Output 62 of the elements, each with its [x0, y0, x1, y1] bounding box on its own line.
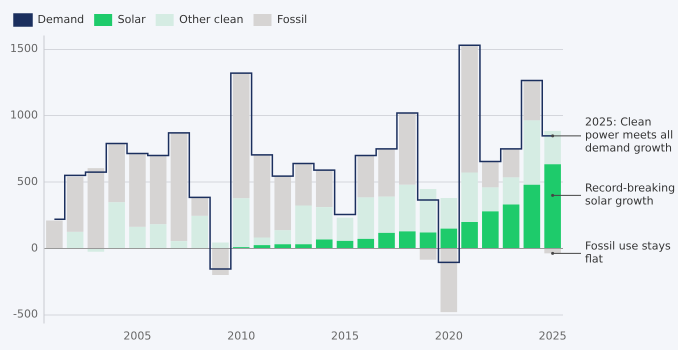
legend-label: Solar	[118, 12, 146, 26]
y-tick-label: 0	[30, 241, 38, 254]
bar	[212, 242, 229, 248]
bar	[440, 198, 458, 229]
bar	[398, 231, 416, 248]
y-tick-label: 500	[16, 174, 38, 188]
legend-label: Demand	[38, 12, 84, 26]
y-tick-label: -500	[13, 308, 38, 321]
x-tick-label: 2025	[538, 329, 567, 342]
bar	[440, 248, 458, 312]
x-tick-label: 2015	[331, 329, 360, 342]
legend-label: Fossil	[276, 12, 308, 26]
bar	[336, 218, 354, 241]
bar	[336, 240, 354, 248]
bar	[88, 248, 104, 252]
annotation: 2025: Clean power meets all demand growth	[585, 116, 674, 155]
bar	[420, 248, 436, 260]
bar	[357, 238, 374, 248]
bar	[482, 211, 499, 248]
bar	[191, 216, 208, 248]
bar	[461, 172, 478, 222]
bar	[378, 232, 395, 248]
annotation: Record-breaking solar growth	[585, 182, 676, 208]
bar	[295, 206, 312, 244]
bar	[440, 228, 458, 248]
bar	[544, 164, 561, 248]
bar	[129, 226, 146, 248]
bar	[544, 130, 561, 164]
bar	[191, 198, 208, 216]
bar	[232, 198, 250, 248]
bar	[502, 149, 520, 178]
bar	[66, 232, 84, 248]
bar	[212, 248, 229, 275]
bar	[274, 230, 292, 244]
bar	[502, 177, 520, 204]
legend-label: Other clean	[179, 12, 244, 26]
bar	[150, 224, 166, 248]
bar	[398, 184, 416, 232]
bar	[254, 238, 270, 246]
x-tick-label: 2005	[123, 329, 152, 342]
bar	[254, 245, 270, 248]
bar	[502, 204, 520, 248]
bar	[316, 207, 333, 240]
bar	[357, 197, 374, 239]
bar	[524, 120, 540, 185]
bar	[378, 196, 395, 233]
bar	[461, 222, 478, 248]
bar	[274, 244, 292, 248]
bar	[316, 240, 333, 248]
bar	[524, 184, 540, 248]
annotation: Fossil use stays flat	[585, 240, 671, 266]
bar	[46, 220, 63, 248]
bar	[420, 232, 436, 248]
x-tick-label: 2010	[227, 329, 256, 342]
bar	[482, 187, 499, 212]
x-tick-label: 2020	[434, 329, 463, 342]
y-tick-label: 1000	[10, 108, 38, 122]
bar	[108, 202, 125, 248]
y-tick-label: 1500	[10, 42, 38, 56]
bar	[170, 241, 188, 248]
bar	[295, 244, 312, 248]
bar	[420, 188, 436, 233]
